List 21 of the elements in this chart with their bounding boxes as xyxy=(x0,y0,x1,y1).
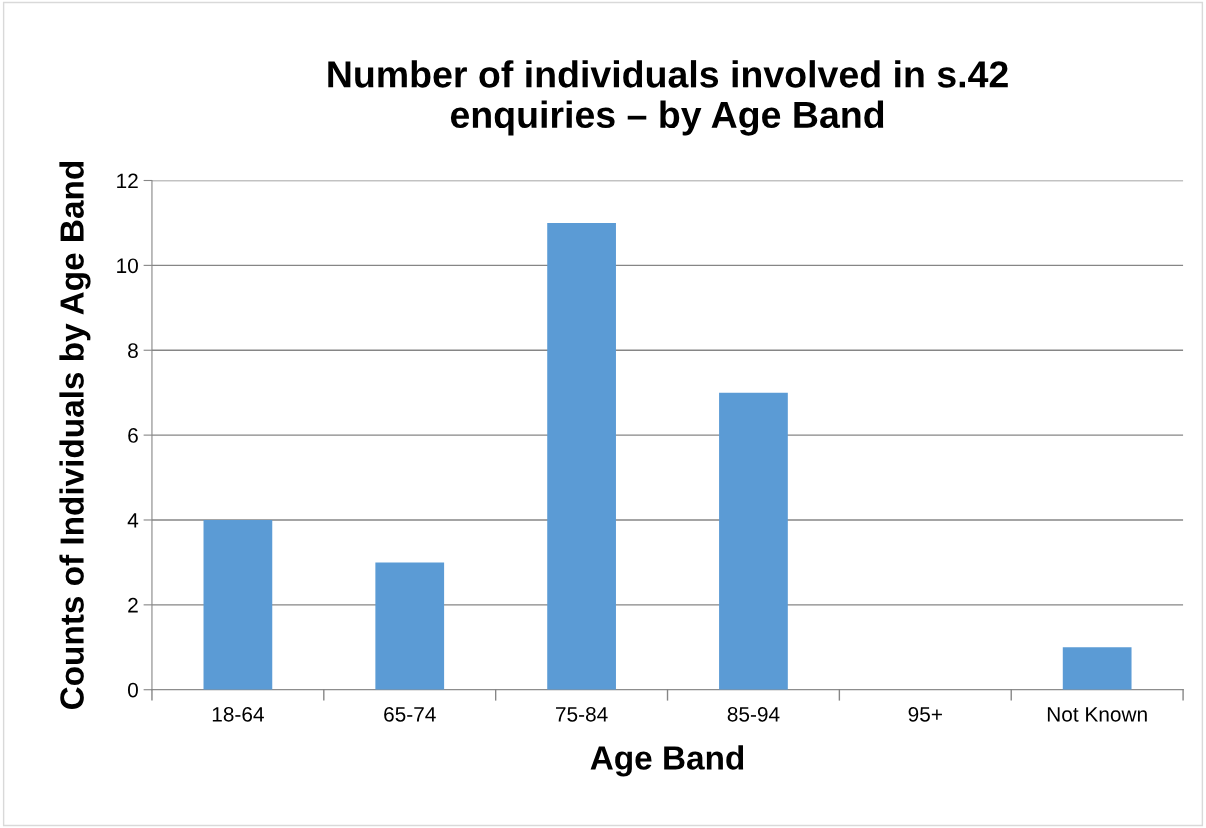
y-tick-label: 0 xyxy=(127,682,138,698)
bar xyxy=(547,222,616,690)
x-tick-label: 85-94 xyxy=(727,706,780,722)
bar xyxy=(719,392,788,690)
y-tick-label: 4 xyxy=(127,513,139,528)
bar xyxy=(1062,647,1132,690)
x-tick-label: 65-74 xyxy=(384,706,436,722)
x-tick-label: 95+ xyxy=(908,706,942,722)
y-tick-label: 10 xyxy=(117,258,138,274)
bar xyxy=(375,562,445,690)
x-tick-label: 75-84 xyxy=(556,706,608,722)
y-axis-title: Counts of Individuals by Age Band xyxy=(59,161,91,710)
bar xyxy=(203,519,273,690)
x-tick-label: Not Known xyxy=(1047,707,1147,722)
x-tick-label: 18-64 xyxy=(212,706,264,722)
y-tick-label: 6 xyxy=(128,428,138,443)
y-tick-label: 2 xyxy=(128,597,138,613)
y-tick-label: 8 xyxy=(128,343,138,358)
chart-title: Number of individuals involved in s.42 enquiries – by Age Band xyxy=(328,60,1008,136)
x-axis-title: Age Band xyxy=(590,745,744,777)
y-tick-label: 12 xyxy=(117,173,138,189)
